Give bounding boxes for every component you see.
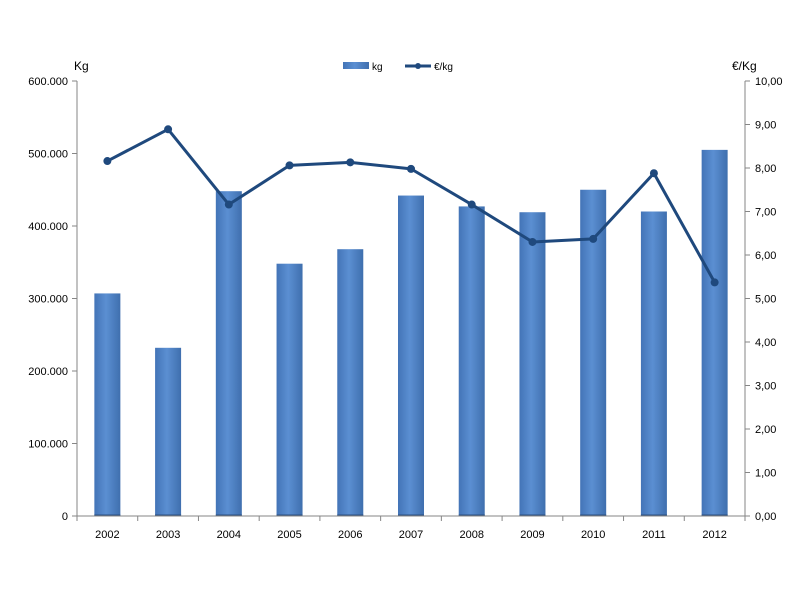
legend-swatch-kg bbox=[343, 62, 369, 69]
x-tick-label: 2012 bbox=[702, 529, 726, 541]
right-tick-label: 8,00 bbox=[755, 163, 776, 175]
left-tick-label: 100.000 bbox=[28, 439, 68, 451]
legend: kg €/kg bbox=[343, 62, 453, 73]
right-tick-label: 3,00 bbox=[755, 381, 776, 393]
price-point-2009 bbox=[528, 237, 537, 246]
price-point-2004 bbox=[224, 200, 233, 209]
x-tick-label: 2004 bbox=[217, 529, 241, 541]
left-axis-unit-label: Kg bbox=[74, 59, 89, 73]
x-tick-label: 2003 bbox=[156, 529, 180, 541]
left-tick-label: 500.000 bbox=[28, 149, 68, 161]
price-point-2008 bbox=[467, 200, 476, 209]
price-point-2005 bbox=[285, 161, 294, 170]
right-tick-label: 1,00 bbox=[755, 468, 776, 480]
right-tick-label: 5,00 bbox=[755, 294, 776, 306]
x-tick-label: 2008 bbox=[459, 529, 483, 541]
bar-2011 bbox=[640, 211, 667, 516]
bar-2010 bbox=[580, 189, 607, 516]
left-tick-label: 400.000 bbox=[28, 221, 68, 233]
x-tick-label: 2009 bbox=[520, 529, 544, 541]
right-axis-unit-label: €/Kg bbox=[732, 59, 757, 73]
left-tick-label: 300.000 bbox=[28, 294, 68, 306]
right-tick-label: 10,00 bbox=[755, 76, 783, 88]
price-line-group bbox=[103, 125, 719, 287]
price-point-2011 bbox=[649, 169, 658, 178]
price-point-2010 bbox=[589, 234, 598, 243]
bar-2004 bbox=[215, 191, 242, 516]
legend-label-price: €/kg bbox=[434, 62, 453, 73]
legend-marker-price bbox=[415, 63, 421, 69]
x-tick-label: 2007 bbox=[399, 529, 423, 541]
x-tick-label: 2011 bbox=[642, 529, 666, 541]
bars-group bbox=[94, 149, 728, 517]
price-point-2002 bbox=[103, 157, 112, 166]
bar-2008 bbox=[458, 206, 485, 517]
right-tick-label: 2,00 bbox=[755, 424, 776, 436]
right-tick-label: 9,00 bbox=[755, 120, 776, 132]
right-tick-label: 7,00 bbox=[755, 207, 776, 219]
bar-2002 bbox=[94, 293, 121, 516]
price-point-2012 bbox=[710, 278, 719, 287]
price-point-2007 bbox=[407, 164, 415, 173]
right-tick-label: 4,00 bbox=[755, 337, 776, 349]
tick-labels-group: 0 100.000 200.000 300.000 400.000 500.000 600.… bbox=[28, 76, 782, 541]
left-tick-label: 600.000 bbox=[28, 76, 68, 88]
bar-2006 bbox=[337, 249, 364, 516]
price-point-2006 bbox=[346, 158, 355, 167]
price-point-2003 bbox=[164, 125, 173, 134]
left-tick-label: 0 bbox=[62, 511, 68, 523]
bar-2007 bbox=[398, 195, 424, 517]
x-tick-label: 2002 bbox=[95, 529, 119, 541]
right-tick-label: 6,00 bbox=[755, 250, 776, 262]
bar-2009 bbox=[519, 212, 546, 516]
right-tick-label: 0,00 bbox=[755, 511, 776, 523]
x-tick-label: 2006 bbox=[338, 529, 362, 541]
axes-group bbox=[72, 80, 750, 521]
left-tick-label: 200.000 bbox=[28, 366, 68, 378]
x-tick-label: 2010 bbox=[581, 529, 605, 541]
legend-label-kg: kg bbox=[372, 62, 383, 73]
bar-2003 bbox=[155, 347, 182, 516]
x-tick-label: 2005 bbox=[277, 529, 301, 541]
bar-2005 bbox=[276, 263, 303, 516]
bar-2012 bbox=[701, 149, 728, 516]
